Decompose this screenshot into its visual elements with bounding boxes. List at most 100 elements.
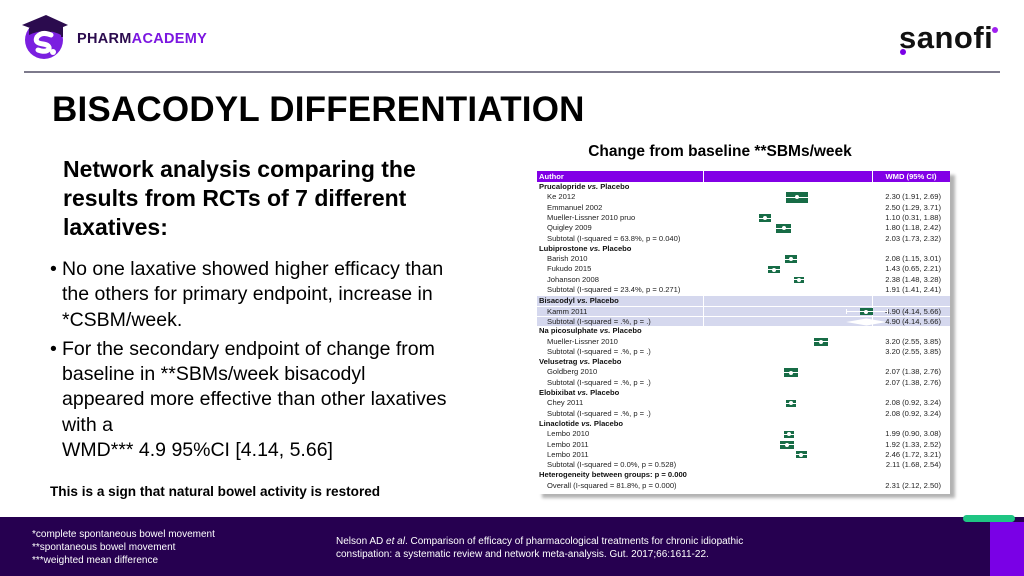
marker-center-dot bbox=[864, 309, 869, 314]
study-label: Ke 2012 bbox=[547, 192, 576, 202]
marker-center-dot bbox=[789, 257, 794, 262]
study-label: Chey 2011 bbox=[547, 398, 584, 408]
point-estimate-marker bbox=[795, 451, 807, 459]
group-vs: vs. bbox=[577, 388, 588, 397]
citation-title: . Comparison of efficacy of pharmacologi… bbox=[404, 536, 744, 547]
forest-group-row: Prucalopride vs. Placebo bbox=[537, 182, 950, 192]
wmd-value: 2.38 (1.48, 3.28) bbox=[885, 274, 941, 284]
diamond-shape bbox=[773, 286, 800, 294]
marker-center-dot bbox=[795, 195, 799, 200]
group-drug: Bisacodyl bbox=[539, 296, 575, 306]
column-separator bbox=[703, 296, 704, 306]
footnotes: *complete spontaneous bowel movement **s… bbox=[32, 528, 215, 567]
forest-study-row: Lembo 2011 2.46 (1.72, 3.21) bbox=[537, 450, 950, 460]
confidence-interval-cap bbox=[775, 277, 777, 283]
group-vs: vs. bbox=[589, 243, 601, 253]
wmd-value: 2.08 (0.92, 3.24) bbox=[885, 408, 941, 418]
diamond-shape bbox=[846, 318, 887, 326]
confidence-interval-line bbox=[770, 207, 835, 209]
study-label: Lembo 2011 bbox=[547, 449, 589, 459]
confidence-interval-cap bbox=[766, 256, 768, 262]
study-label: Lembo 2011 bbox=[547, 439, 589, 449]
study-label: Lembo 2010 bbox=[547, 429, 590, 439]
pooled-estimate-diamond bbox=[781, 235, 798, 242]
logo-text-academy: ACADEMY bbox=[131, 31, 208, 47]
subtotal-label: Subtotal (I-squared = .%, p = .) bbox=[547, 316, 651, 326]
wmd-value: 2.07 (1.38, 2.76) bbox=[885, 367, 941, 377]
bullet-glyph: • bbox=[50, 258, 57, 280]
wmd-value: 4.90 (4.14, 5.66) bbox=[885, 306, 941, 316]
forest-study-row: Goldberg 2010 2.07 (1.38, 2.76) bbox=[537, 367, 950, 377]
group-comparator: Placebo bbox=[592, 357, 622, 367]
column-separator bbox=[872, 296, 873, 306]
point-estimate-marker bbox=[794, 276, 804, 284]
diamond-shape bbox=[803, 348, 839, 356]
group-vs: vs. bbox=[599, 326, 611, 336]
wmd-value: 2.50 (1.29, 3.71) bbox=[885, 202, 941, 212]
sanofi-logo-text: sanofi bbox=[899, 20, 994, 55]
intro-heading: Network analysis comparing the results f… bbox=[63, 155, 416, 242]
confidence-interval-cap bbox=[785, 215, 787, 221]
confidence-interval-cap bbox=[822, 400, 824, 406]
marker-center-dot bbox=[789, 401, 794, 406]
wmd-value: 1.91 (1.41, 2.41) bbox=[885, 285, 941, 294]
forest-subtotal-row: Subtotal (I-squared = 63.8%, p = 0.040) 2… bbox=[537, 234, 950, 244]
forest-plot-header: Author WMD (95% CI) bbox=[537, 171, 950, 182]
logo-text-pharm: PHARM bbox=[77, 31, 132, 47]
diamond-shape bbox=[760, 410, 823, 418]
point-estimate-marker bbox=[786, 400, 797, 407]
wmd-value: 2.46 (1.72, 3.21) bbox=[885, 449, 941, 459]
confidence-interval-cap bbox=[767, 225, 769, 231]
confidence-interval-cap bbox=[759, 431, 761, 437]
group-label: Prucalopride vs. Placebo bbox=[539, 182, 629, 192]
confidence-interval-cap bbox=[809, 369, 811, 375]
group-comparator: Placebo bbox=[600, 182, 630, 191]
subtotal-label: Subtotal (I-squared = 0.0%, p = 0.528) bbox=[547, 460, 677, 470]
forest-group-row: Linaclotide vs. Placebo bbox=[537, 419, 950, 429]
forest-study-row: Mueller-Lissner 2010 pruo 1.10 (0.31, 1.8… bbox=[537, 213, 950, 223]
group-vs: vs. bbox=[581, 418, 592, 428]
point-estimate-marker bbox=[776, 224, 792, 233]
group-drug: Na picosulphate bbox=[539, 326, 598, 336]
confidence-interval-cap bbox=[886, 309, 888, 315]
pooled-estimate-diamond bbox=[792, 482, 803, 490]
wmd-value: 1.10 (0.31, 1.88) bbox=[885, 212, 941, 222]
confidence-interval-cap bbox=[838, 339, 840, 344]
confidence-interval-cap bbox=[772, 369, 774, 375]
forest-group-row: Bisacodyl vs. Placebo bbox=[537, 295, 950, 306]
study-label: Mueller-Lissner 2010 pruo bbox=[547, 212, 636, 222]
group-drug: Lubiprostone bbox=[539, 243, 588, 253]
confidence-interval-cap bbox=[802, 442, 804, 447]
column-separator bbox=[703, 306, 704, 316]
study-label: Johanson 2008 bbox=[547, 274, 599, 284]
pooled-estimate-diamond bbox=[846, 318, 887, 326]
bullet-line: *CSBM/week. bbox=[62, 308, 183, 331]
forest-study-row: Emmanuel 2002 2.50 (1.29, 3.71) bbox=[537, 203, 950, 213]
forest-heterogeneity-row: Heterogeneity between groups: p = 0.000 bbox=[537, 470, 950, 480]
forest-subtotal-row: Subtotal (I-squared = 23.4%, p = 0.271) 1… bbox=[537, 285, 950, 295]
footer-bar bbox=[0, 517, 1024, 576]
forest-subtotal-row: Subtotal (I-squared = 0.0%, p = 0.528) 2.… bbox=[537, 460, 950, 470]
forest-subtotal-row: Subtotal (I-squared = .%, p = .) 3.20 (2.… bbox=[537, 347, 950, 357]
chart-title: Change from baseline **SBMs/week bbox=[588, 143, 852, 160]
wmd-value: 1.99 (0.90, 3.08) bbox=[885, 429, 941, 439]
bullet-line: with a bbox=[62, 413, 113, 436]
forest-study-row: Kamm 2011 4.90 (4.14, 5.66) bbox=[537, 305, 950, 316]
wmd-value: 1.92 (1.33, 2.52) bbox=[885, 439, 941, 449]
marker-center-dot bbox=[788, 370, 793, 375]
point-estimate-marker bbox=[860, 307, 873, 316]
column-separator bbox=[703, 171, 704, 182]
sanofi-logo-dot-left bbox=[900, 49, 906, 55]
bullet-line: the others for primary endpoint, increas… bbox=[62, 283, 433, 306]
forest-overall-row: Overall (I-squared = 81.8%, p = 0.000) 2.… bbox=[537, 481, 950, 491]
confidence-interval-cap bbox=[846, 309, 848, 315]
wmd-value: 2.08 (0.92, 3.24) bbox=[885, 398, 941, 408]
forest-group-row: Lubiprostone vs. Placebo bbox=[537, 244, 950, 254]
overall-label: Overall (I-squared = 81.8%, p = 0.000) bbox=[547, 480, 677, 490]
study-label: Goldberg 2010 bbox=[547, 367, 598, 377]
diamond-shape bbox=[780, 461, 804, 469]
pooled-estimate-diamond bbox=[773, 286, 800, 294]
confidence-interval-cap bbox=[781, 452, 783, 458]
marker-center-dot bbox=[781, 226, 786, 231]
wmd-value: 2.08 (1.15, 3.01) bbox=[885, 254, 941, 264]
